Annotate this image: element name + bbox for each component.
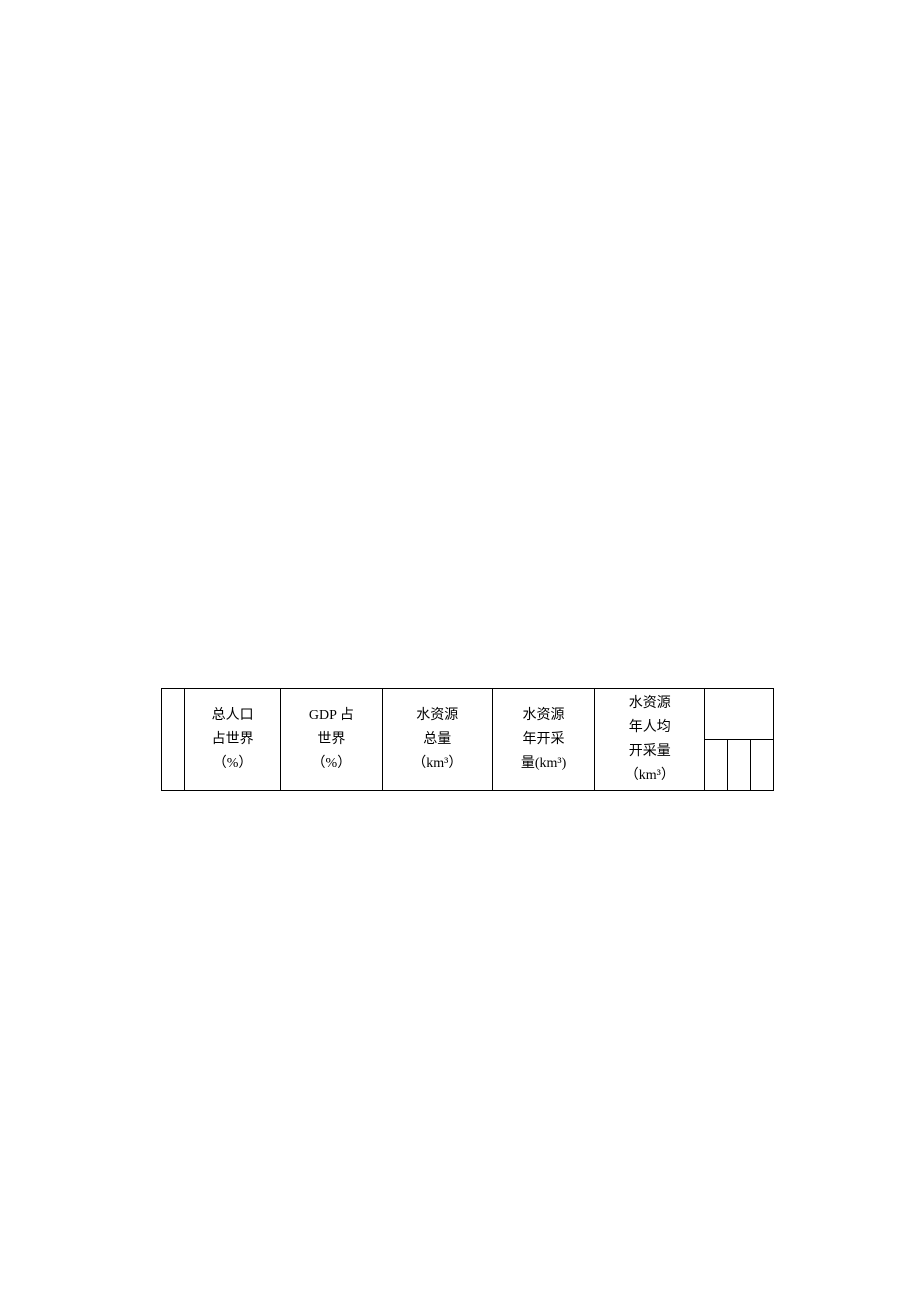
th-wa: 水资源年开采量(km³) bbox=[492, 689, 594, 791]
th-wpc: 水资源年人均开采量（km³） bbox=[595, 689, 705, 791]
th-wt: 水资源总量（km³） bbox=[382, 689, 492, 791]
figure-14 bbox=[450, 351, 780, 627]
th-agri bbox=[750, 740, 773, 791]
th-util bbox=[705, 689, 773, 740]
th-life bbox=[705, 740, 728, 791]
th-region bbox=[162, 689, 185, 791]
figure-13 bbox=[460, 100, 780, 351]
table-1: 总人口占世界（%） GDP 占世界（%） 水资源总量（km³） 水资源年开采量(… bbox=[161, 688, 774, 791]
th-gdp: GDP 占世界（%） bbox=[281, 689, 382, 791]
th-pop: 总人口占世界（%） bbox=[184, 689, 280, 791]
th-ind bbox=[728, 740, 751, 791]
